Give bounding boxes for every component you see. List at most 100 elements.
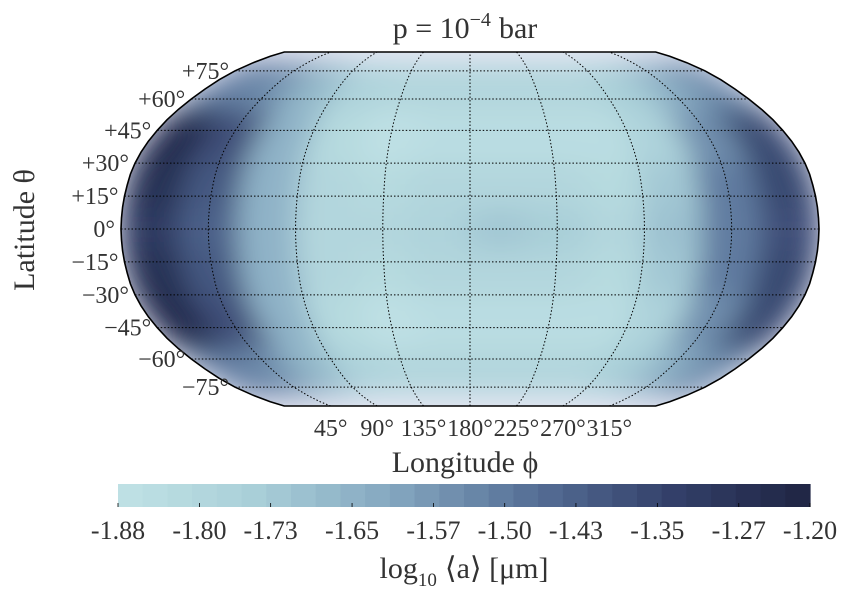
y-axis-label: Latitude θ bbox=[8, 169, 41, 291]
colorbar-step bbox=[661, 484, 688, 507]
title-exponent: −4 bbox=[470, 9, 491, 31]
x-tick-label: 180° bbox=[447, 416, 493, 442]
x-tick-label: 45° bbox=[314, 416, 348, 442]
colorbar-step bbox=[538, 484, 564, 507]
field-cell bbox=[758, 206, 819, 252]
field-cell bbox=[469, 294, 527, 350]
y-tick-label: −45° bbox=[104, 316, 151, 342]
colorbar-step bbox=[612, 484, 638, 507]
colorbar-step bbox=[513, 484, 539, 507]
colorbar-step bbox=[266, 484, 292, 507]
field-cell bbox=[411, 250, 471, 296]
y-tick-label: +15° bbox=[71, 184, 118, 210]
colorbar-step bbox=[414, 484, 440, 507]
field-cell bbox=[179, 250, 248, 296]
colorbar-label-sub: 10 bbox=[418, 570, 437, 591]
colorbar-label-base: log bbox=[380, 552, 418, 585]
colorbar-step bbox=[464, 484, 490, 507]
colorbar-label-rest: ⟨a⟩ [μm] bbox=[445, 552, 549, 585]
field-cell bbox=[581, 250, 645, 296]
colorbar-tick-label: -1.88 bbox=[91, 516, 145, 545]
colorbar-tick-label: -1.43 bbox=[549, 516, 603, 545]
field-cell bbox=[692, 162, 761, 208]
field-cell bbox=[121, 206, 182, 252]
colorbar-tick-label: -1.20 bbox=[783, 516, 837, 545]
colorbar-step bbox=[389, 484, 416, 507]
field-cell bbox=[413, 294, 471, 350]
colorbar-step bbox=[192, 484, 218, 507]
chart-title: p = 10−4 bar bbox=[393, 9, 538, 45]
colorbar-step bbox=[711, 484, 737, 507]
grid-line bbox=[609, 51, 733, 407]
colorbar-step bbox=[142, 484, 169, 507]
field-cell bbox=[295, 162, 359, 208]
colorbar-step bbox=[488, 484, 515, 507]
y-tick-label: +45° bbox=[104, 118, 151, 144]
colorbar-step bbox=[340, 484, 366, 507]
title-unit: bar bbox=[499, 12, 537, 45]
colorbar-label: log10 ⟨a⟩ [μm] bbox=[380, 552, 549, 591]
colorbar-step bbox=[760, 484, 786, 507]
y-tick-label: +60° bbox=[138, 87, 185, 113]
field-cell bbox=[411, 162, 471, 208]
field-cell bbox=[469, 108, 527, 164]
colorbar-tick-label: -1.35 bbox=[630, 516, 684, 545]
map bbox=[120, 51, 820, 407]
title-base: p = 10 bbox=[393, 12, 470, 45]
field-cell bbox=[413, 108, 471, 164]
y-tick-label: −15° bbox=[71, 250, 118, 276]
y-tick-label: −30° bbox=[82, 283, 129, 309]
colorbar-step bbox=[167, 484, 193, 507]
grid-line bbox=[382, 51, 424, 407]
colorbar-step bbox=[216, 484, 243, 507]
field-cell bbox=[636, 162, 703, 208]
field-cell bbox=[692, 250, 761, 296]
colorbar-step bbox=[562, 484, 589, 507]
x-tick-label: 225° bbox=[494, 416, 540, 442]
colorbar-tick-label: -1.27 bbox=[712, 516, 766, 545]
colorbar-step bbox=[365, 484, 391, 507]
colorbar-step bbox=[118, 484, 144, 507]
field-cell bbox=[469, 162, 529, 208]
x-tick-label: 315° bbox=[586, 416, 632, 442]
x-tick-label: 270° bbox=[540, 416, 586, 442]
field-cell bbox=[237, 250, 304, 296]
colorbar-tick-label: -1.73 bbox=[244, 516, 298, 545]
colorbar-step bbox=[785, 484, 811, 507]
y-tick-label: −60° bbox=[138, 347, 185, 373]
y-tick-label: +75° bbox=[182, 59, 229, 85]
field-cell bbox=[236, 206, 297, 252]
colorbar-step bbox=[735, 484, 762, 507]
colorbar-tick-label: -1.80 bbox=[172, 516, 226, 545]
colorbar-tick-label: -1.65 bbox=[325, 516, 379, 545]
colorbar-step bbox=[587, 484, 613, 507]
colorbar: -1.88 -1.80 -1.73 -1.65 -1.57 -1.50 -1.43 -1.35… bbox=[91, 484, 837, 545]
x-axis-label: Longitude ϕ bbox=[392, 446, 539, 479]
colorbar-step bbox=[291, 484, 317, 507]
field-cell bbox=[469, 250, 529, 296]
colorbar-step bbox=[686, 484, 712, 507]
field-cell bbox=[237, 162, 304, 208]
field-cell bbox=[295, 250, 359, 296]
colorbar-tick-label: -1.57 bbox=[406, 516, 460, 545]
y-tick-label: 0° bbox=[93, 217, 115, 243]
colorbar-step bbox=[241, 484, 267, 507]
field-cell bbox=[581, 162, 645, 208]
colorbar-step bbox=[315, 484, 342, 507]
map-outline bbox=[120, 51, 820, 407]
colorbar-step bbox=[439, 484, 465, 507]
field-cell bbox=[643, 206, 704, 252]
y-tick-label: +30° bbox=[82, 151, 129, 177]
field-cell bbox=[636, 250, 703, 296]
y-tick-label: −75° bbox=[182, 375, 229, 401]
colorbar-tick-label: -1.50 bbox=[478, 516, 532, 545]
field-cell bbox=[179, 162, 248, 208]
grid-line bbox=[562, 51, 646, 407]
x-tick-label: 90° bbox=[360, 416, 394, 442]
grid-line bbox=[207, 51, 331, 407]
x-tick-label: 135° bbox=[401, 416, 447, 442]
grid-line bbox=[294, 51, 378, 407]
colorbar-step bbox=[637, 484, 663, 507]
grid-line bbox=[516, 51, 558, 407]
